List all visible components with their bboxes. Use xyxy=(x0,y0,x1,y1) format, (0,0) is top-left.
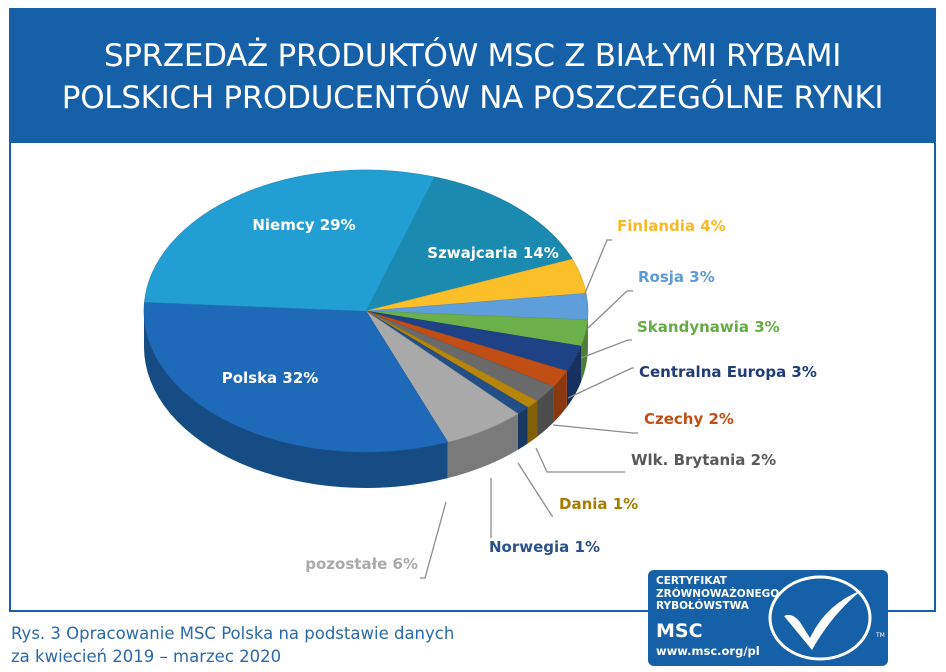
leader-line-7 xyxy=(517,462,553,517)
slice-label-8: Norwegia 1% xyxy=(489,538,600,556)
slice-side-6 xyxy=(537,386,554,437)
msc-certification-badge: CERTYFIKAT ZRÓWNOWAŻONEGO RYBOŁÓWSTWA MS… xyxy=(648,570,888,666)
badge-acronym: MSC xyxy=(656,620,703,642)
chart-title-line-2: POLSKICH PRODUCENTÓW NA POSZCZEGÓLNE RYN… xyxy=(61,79,884,116)
badge-line-2: ZRÓWNOWAŻONEGO xyxy=(656,587,780,600)
badge-url: www.msc.org/pl xyxy=(656,644,760,658)
slice-side-7 xyxy=(527,400,538,444)
msc-fish-logo-icon xyxy=(768,575,872,661)
slice-11 xyxy=(144,169,436,312)
slice-labels: Szwajcaria 14% Finlandia 4% Rosja 3% Skandy… xyxy=(222,216,817,579)
badge-text: CERTYFIKAT ZRÓWNOWAŻONEGO RYBOŁÓWSTWA xyxy=(656,575,779,613)
slice-label-7: Dania 1% xyxy=(559,495,638,513)
chart-title-line-1: SPRZEDAŻ PRODUKTÓW MSC Z BIAŁYMI RYBAMI xyxy=(103,37,842,74)
pie-tops xyxy=(143,169,589,453)
slice-label-1: Finlandia 4% xyxy=(617,217,726,235)
badge-line-1: CERTYFIKAT xyxy=(656,575,727,587)
slice-label-9: pozostałe 6% xyxy=(305,555,418,573)
slice-label-0: Szwajcaria 14% xyxy=(427,244,558,262)
leader-line-2 xyxy=(586,290,633,330)
slice-side-10 xyxy=(144,311,448,488)
slice-label-3: Skandynawia 3% xyxy=(637,318,780,336)
caption-line-1: Rys. 3 Opracowanie MSC Polska na podstaw… xyxy=(11,624,455,643)
leader-line-5 xyxy=(552,424,638,434)
caption-line-2: za kwiecień 2019 – marzec 2020 xyxy=(11,647,282,666)
slice-label-2: Rosja 3% xyxy=(638,268,715,286)
slice-label-4: Centralna Europa 3% xyxy=(639,363,817,381)
title-banner: SPRZEDAŻ PRODUKTÓW MSC Z BIAŁYMI RYBAMI … xyxy=(11,10,934,143)
slice-side-5 xyxy=(553,371,567,423)
pie-sides xyxy=(144,311,588,488)
slice-side-4 xyxy=(566,346,582,408)
slice-side-3 xyxy=(581,319,588,383)
slice-label-10: Polska 32% xyxy=(222,369,319,387)
slice-10 xyxy=(143,301,449,453)
leader-line-1 xyxy=(582,239,612,299)
leader-line-6 xyxy=(535,447,625,473)
slice-label-6: Wlk. Brytania 2% xyxy=(631,451,776,469)
badge-trademark: TM xyxy=(876,632,885,639)
slice-label-11: Niemcy 29% xyxy=(252,216,355,234)
badge-line-3: RYBOŁÓWSTWA xyxy=(656,600,749,612)
leader-line-3 xyxy=(580,339,632,359)
slice-side-9 xyxy=(447,413,518,479)
chart-frame: SPRZEDAŻ PRODUKTÓW MSC Z BIAŁYMI RYBAMI … xyxy=(9,8,936,612)
leader-line-4 xyxy=(567,367,634,399)
figure-caption: Rys. 3 Opracowanie MSC Polska na podstaw… xyxy=(11,622,454,668)
leader-line-9 xyxy=(420,501,447,579)
slice-side-8 xyxy=(517,407,528,450)
slice-label-5: Czechy 2% xyxy=(644,410,734,428)
